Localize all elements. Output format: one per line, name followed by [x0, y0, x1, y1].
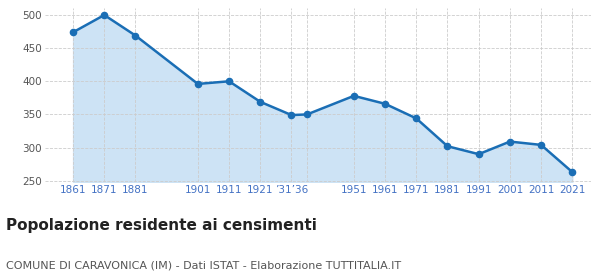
Point: [256, 100, 265, 104]
Point: [193, 82, 203, 86]
Point: [505, 139, 515, 144]
Point: [474, 152, 484, 157]
Point: [224, 79, 234, 83]
Point: [536, 143, 546, 147]
Point: [443, 144, 452, 148]
Text: COMUNE DI CARAVONICA (IM) - Dati ISTAT - Elaborazione TUTTITALIA.IT: COMUNE DI CARAVONICA (IM) - Dati ISTAT -…: [6, 260, 401, 270]
Point: [412, 116, 421, 121]
Point: [380, 102, 390, 106]
Point: [302, 112, 312, 117]
Text: Popolazione residente ai censimenti: Popolazione residente ai censimenti: [6, 218, 317, 234]
Point: [100, 13, 109, 17]
Point: [287, 113, 296, 117]
Point: [68, 30, 78, 34]
Point: [131, 33, 140, 38]
Point: [568, 170, 577, 174]
Point: [349, 94, 359, 98]
